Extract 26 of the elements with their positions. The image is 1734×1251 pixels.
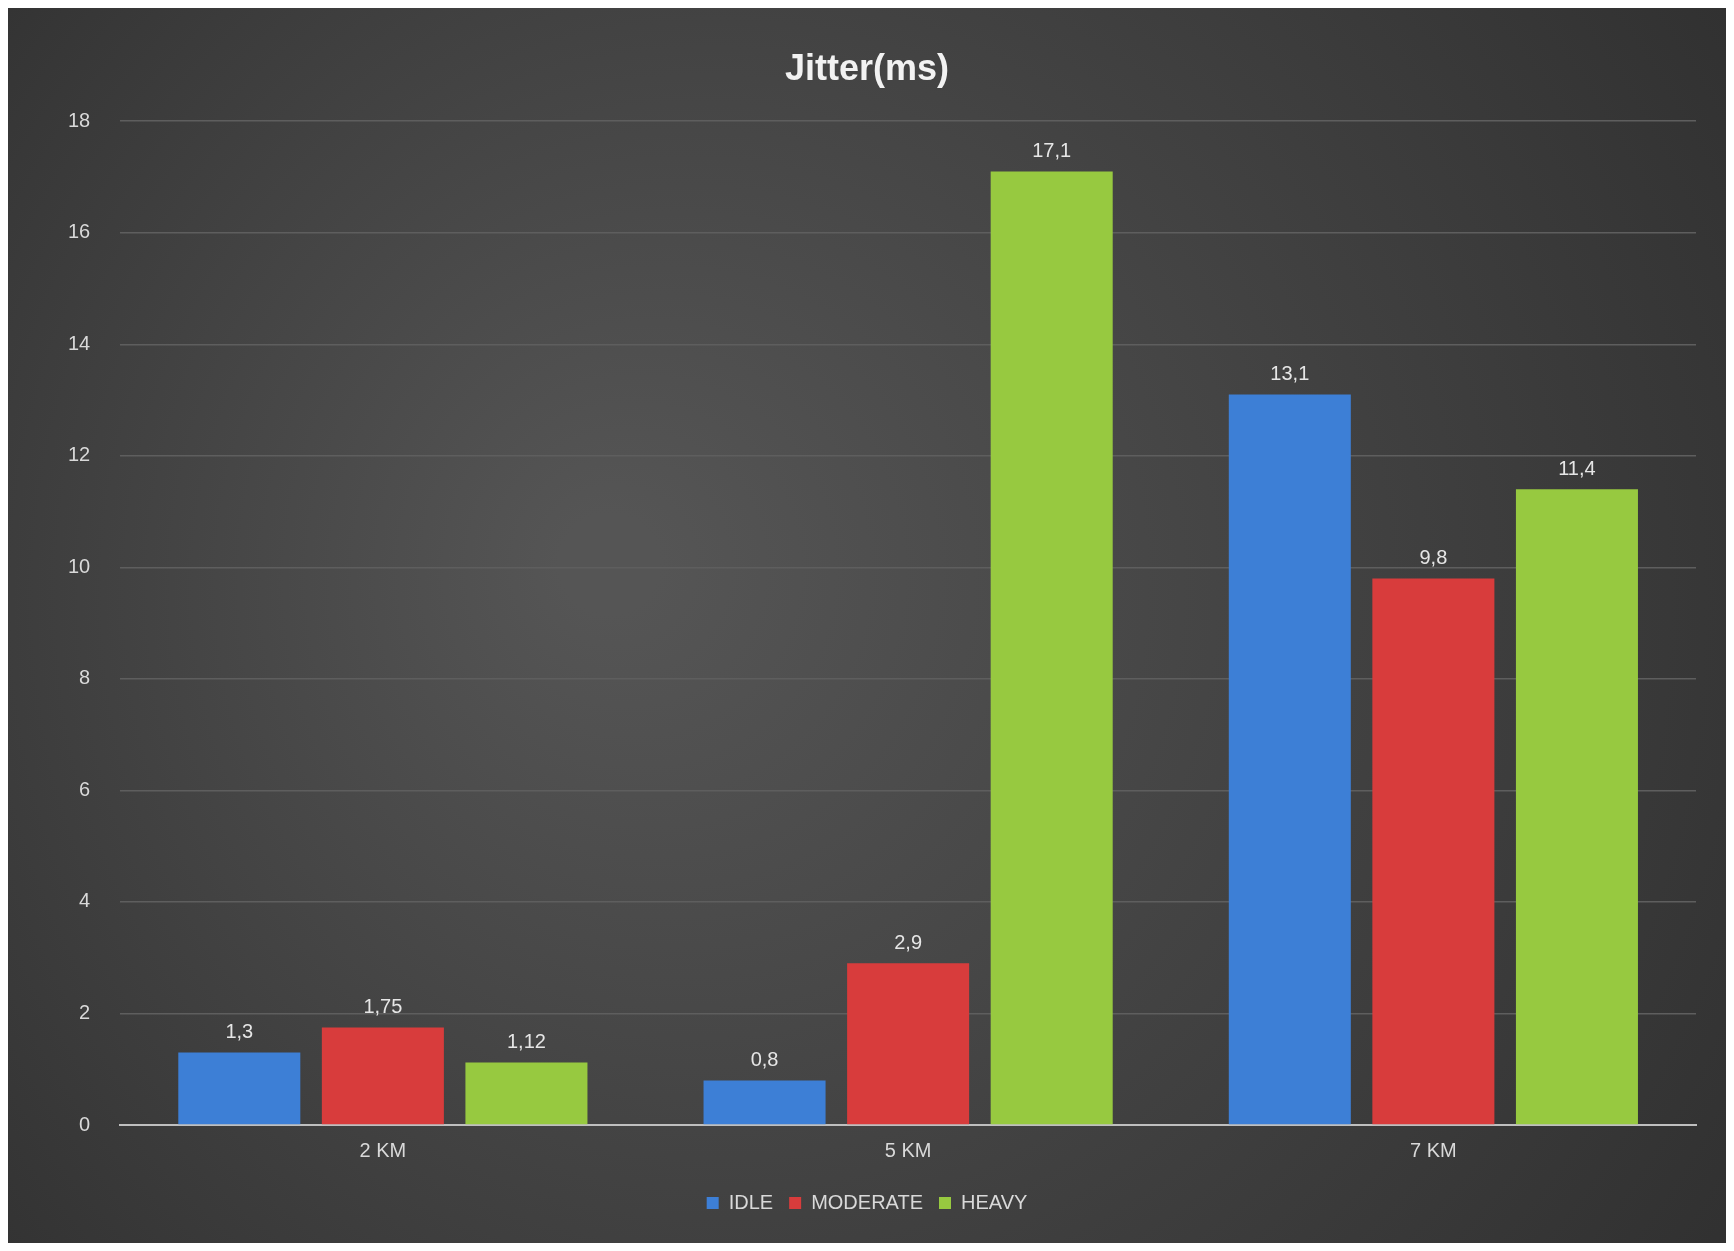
- legend-label: HEAVY: [961, 1190, 1028, 1213]
- y-tick-label: 4: [79, 889, 91, 912]
- data-label: 9,8: [1419, 546, 1448, 568]
- y-tick-label: 2: [79, 1000, 91, 1023]
- y-tick-label: 10: [68, 554, 91, 577]
- y-tick-label: 12: [68, 443, 91, 466]
- x-tick-label: 7 KM: [1410, 1138, 1457, 1161]
- legend-label: MODERATE: [811, 1190, 923, 1213]
- data-label: 17,1: [1032, 138, 1072, 161]
- data-label: 13,1: [1270, 361, 1310, 384]
- y-tick-label: 6: [79, 777, 91, 800]
- data-label: 1,3: [225, 1020, 254, 1043]
- data-label: 11,4: [1558, 456, 1596, 479]
- data-label: 2,9: [894, 930, 923, 953]
- y-tick-label: 18: [68, 108, 91, 131]
- x-tick-label: 5 KM: [884, 1138, 932, 1161]
- y-tick-label: 8: [79, 666, 91, 689]
- chart-title: Jitter(ms): [784, 46, 950, 88]
- y-tick-label: 16: [68, 220, 91, 243]
- data-label: 0,8: [750, 1047, 779, 1070]
- x-tick-label: 2 KM: [359, 1138, 407, 1161]
- data-label: 1,12: [506, 1030, 546, 1053]
- y-tick-label: 0: [79, 1112, 91, 1135]
- legend-label: IDLE: [728, 1190, 774, 1213]
- y-tick-label: 14: [68, 331, 91, 354]
- data-label: 1,75: [363, 994, 403, 1017]
